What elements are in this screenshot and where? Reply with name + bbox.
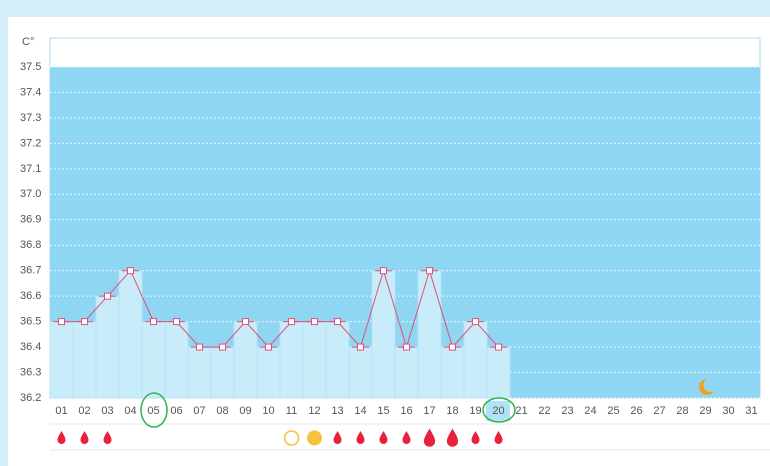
temperature-column: [49, 321, 74, 399]
temperature-column: [256, 346, 281, 399]
temperature-line: [61, 268, 499, 349]
point-marker: [311, 318, 318, 326]
y-tick-label: 37.3: [20, 112, 41, 124]
temperature-column: [486, 346, 511, 399]
x-tick-label: 19: [469, 405, 481, 417]
x-tick-label: 25: [607, 405, 619, 417]
x-tick-label: 10: [262, 405, 274, 417]
flow-icons: [57, 428, 503, 447]
annotation-circle: [140, 392, 168, 428]
temperature-column: [325, 321, 350, 399]
y-axis-label: C°: [22, 36, 34, 48]
y-tick-label: 37.5: [20, 61, 41, 73]
x-tick-label: 22: [538, 405, 550, 417]
y-tick-label: 36.9: [20, 214, 41, 226]
x-tick-label: 14: [354, 405, 366, 417]
y-tick-label: 36.8: [20, 239, 41, 251]
y-tick-label: 36.6: [20, 290, 41, 302]
point-marker: [426, 267, 433, 275]
symptom-row: [50, 423, 770, 451]
x-tick-label: 04: [124, 405, 136, 417]
point-marker: [334, 318, 341, 326]
temperature-column: [187, 346, 212, 399]
temperature-column: [233, 321, 258, 399]
x-tick-label: 01: [55, 405, 67, 417]
temperature-column: [463, 321, 488, 399]
point-marker: [403, 343, 410, 351]
x-tick-label: 03: [101, 405, 113, 417]
point-marker: [495, 343, 502, 351]
x-tick-label: 24: [584, 405, 596, 417]
temperature-column: [302, 321, 327, 399]
point-marker: [242, 318, 249, 326]
point-marker: [173, 318, 180, 326]
x-tick-label: 16: [400, 405, 412, 417]
x-tick-label: 20: [492, 405, 504, 417]
y-tick-label: 36.3: [20, 366, 41, 378]
x-tick-label: 18: [446, 405, 458, 417]
y-tick-label: 36.7: [20, 265, 41, 277]
y-tick-label: 37.2: [20, 137, 41, 149]
x-tick-label: 21: [515, 405, 527, 417]
x-tick-label: 02: [78, 405, 90, 417]
temperature-column: [118, 270, 143, 399]
temperature-column: [95, 295, 120, 399]
x-tick-label: 08: [216, 405, 228, 417]
point-marker: [127, 267, 134, 275]
temperature-column: [348, 346, 373, 399]
temperature-column: [72, 321, 97, 399]
y-tick-label: 37.4: [20, 86, 41, 98]
point-marker: [196, 343, 203, 351]
point-marker: [104, 292, 111, 300]
annotation-circle: [482, 397, 516, 423]
y-tick-label: 37.1: [20, 163, 41, 175]
temperature-column: [394, 346, 419, 399]
temperature-column: [164, 321, 189, 399]
point-marker: [219, 343, 226, 351]
x-tick-label: 11: [286, 405, 297, 417]
point-marker: [449, 343, 456, 351]
moon-icon: [699, 379, 714, 395]
x-tick-label: 30: [722, 405, 734, 417]
point-marker: [81, 318, 88, 326]
y-tick-label: 36.5: [20, 316, 41, 328]
x-tick-label: 26: [630, 405, 642, 417]
x-tick-label: 07: [193, 405, 205, 417]
point-marker: [357, 343, 364, 351]
x-tick-label: 09: [239, 405, 251, 417]
point-marker: [288, 318, 295, 326]
x-tick-label: 15: [377, 405, 389, 417]
x-tick-label: 29: [699, 405, 711, 417]
point-marker: [472, 318, 479, 326]
x-tick-label: 05: [147, 405, 159, 417]
x-tick-label: 13: [331, 405, 343, 417]
x-tick-label: 06: [170, 405, 182, 417]
x-tick-label: 23: [561, 405, 573, 417]
x-tick-label: 27: [653, 405, 665, 417]
point-marker: [265, 343, 272, 351]
temperature-column: [210, 346, 235, 399]
x-tick-label: 12: [308, 405, 320, 417]
temperature-column: [440, 346, 465, 399]
point-marker: [150, 318, 157, 326]
y-tick-label: 36.2: [20, 392, 41, 404]
today-highlight: [486, 401, 510, 421]
point-marker: [58, 318, 65, 326]
temperature-column: [371, 270, 396, 399]
y-tick-label: 37.0: [20, 188, 41, 200]
temperature-column: [279, 321, 304, 399]
x-tick-label: 17: [423, 405, 435, 417]
x-tick-label: 28: [676, 405, 688, 417]
temperature-column: [417, 270, 442, 399]
x-tick-label: 31: [745, 405, 757, 417]
temperature-column: [141, 321, 166, 399]
y-tick-label: 36.4: [20, 341, 41, 353]
point-marker: [380, 267, 387, 275]
